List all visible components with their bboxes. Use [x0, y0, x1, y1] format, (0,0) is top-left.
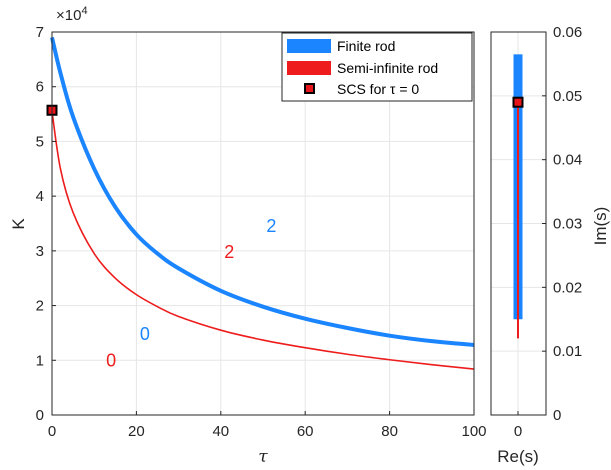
legend: Finite rod Semi-infinite rod SCS for τ =… [281, 32, 473, 102]
main-axes-box [51, 31, 475, 416]
main-y-ticks: 0 1 2 3 4 5 6 7 [36, 24, 56, 424]
main-x-tick-label: 20 [128, 423, 145, 440]
legend-label-scs: SCS for τ = 0 [337, 81, 419, 97]
legend-label-finite: Finite rod [337, 38, 395, 54]
annotation-finite-0: 0 [140, 324, 150, 344]
eig-marks [512, 54, 524, 339]
y-exponent: ×104 [56, 5, 88, 24]
legend-label-semi: Semi-infinite rod [337, 60, 438, 76]
main-x-ticks: 0 20 40 60 80 100 [48, 411, 487, 440]
eig-y-tick-label: 0.04 [553, 152, 582, 169]
main-plot: 0 1 2 3 4 5 6 7 0 20 40 60 80 100 ×104 K τ 2 2 0 0 F… [9, 5, 487, 467]
finite-rod-curve [50, 37, 475, 347]
annotation-finite-2: 2 [266, 216, 276, 236]
eig-y-tick-label: 0.02 [553, 279, 582, 296]
x-axis-label: τ [258, 447, 268, 467]
main-x-tick-label: 60 [297, 423, 314, 440]
main-x-tick-label: 100 [461, 423, 486, 440]
main-y-tick-label: 7 [36, 24, 44, 41]
eig-y-ticks: 0 0.01 0.02 0.03 0.04 0.05 0.06 [542, 24, 582, 424]
eig-y-axis-label: Im(s) [591, 207, 610, 246]
y-axis-label: K [9, 218, 28, 230]
annotation-semi-0: 0 [106, 350, 116, 370]
main-y-tick-label: 4 [36, 188, 44, 205]
legend-swatch-semi [287, 61, 331, 75]
eig-x-tick-label: 0 [514, 423, 522, 440]
annotation-semi-2: 2 [224, 242, 234, 262]
eig-y-tick-label: 0.06 [553, 24, 582, 41]
main-y-tick-label: 5 [36, 133, 44, 150]
main-x-tick-label: 0 [48, 423, 56, 440]
eig-y-tick-label: 0 [553, 407, 561, 424]
main-x-tick-label: 40 [212, 423, 229, 440]
main-y-tick-label: 2 [36, 298, 44, 315]
eig-y-tick-label: 0.05 [553, 88, 582, 105]
eigenvalue-plot: 0 0.01 0.02 0.03 0.04 0.05 0.06 0 Im(s) Re(s) [490, 24, 610, 466]
main-x-tick-label: 80 [381, 423, 398, 440]
legend-marker-scs [304, 83, 315, 94]
eig-y-tick-label: 0.01 [553, 343, 582, 360]
main-y-tick-label: 1 [36, 352, 44, 369]
eig-y-tick-label: 0.03 [553, 216, 582, 233]
semi-infinite-rod-curve [51, 111, 475, 370]
eig-x-ticks: 0 [514, 411, 522, 440]
scs-eigen-marker [512, 96, 524, 108]
main-y-tick-label: 6 [36, 79, 44, 96]
legend-swatch-finite [287, 39, 331, 53]
eig-x-axis-label: Re(s) [497, 447, 539, 466]
main-y-tick-label: 0 [36, 407, 44, 424]
main-y-tick-label: 3 [36, 243, 44, 260]
